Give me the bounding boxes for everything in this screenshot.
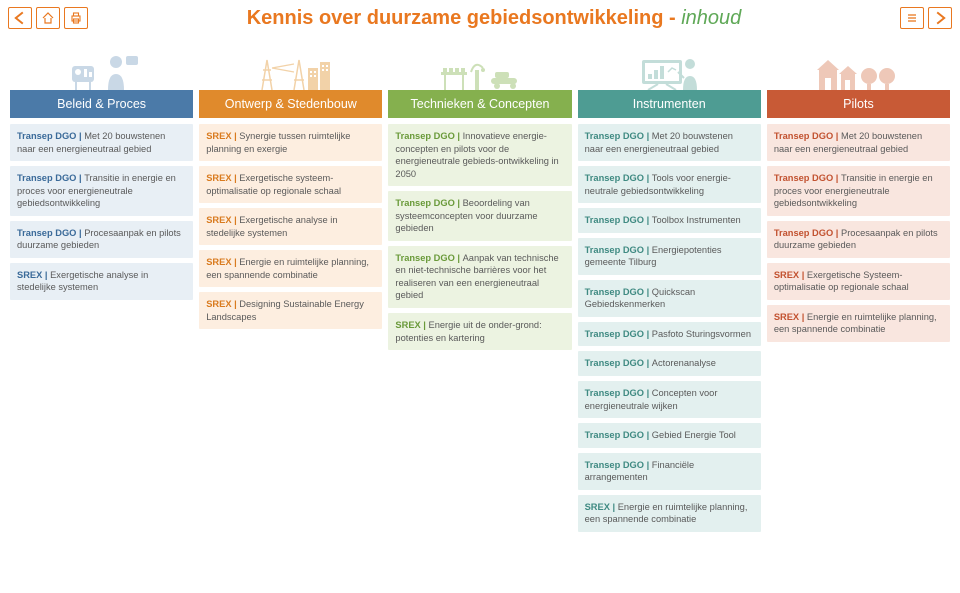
content-card[interactable]: SREX | Exergetische Systeem-optimalisati… — [767, 263, 950, 300]
content-card[interactable]: SREX | Energie en ruimtelijke planning, … — [199, 250, 382, 287]
column-3: Transep DGO | Met 20 bouwstenen naar een… — [578, 124, 761, 532]
column-headers: Beleid & ProcesOntwerp & StedenbouwTechn… — [0, 90, 960, 118]
forward-icon[interactable] — [928, 7, 952, 29]
card-prefix: Transep DGO | — [585, 430, 652, 440]
card-prefix: Transep DGO | — [395, 131, 462, 141]
card-prefix: Transep DGO | — [585, 388, 652, 398]
category-icons — [0, 36, 960, 90]
content-card[interactable]: Transep DGO | Toolbox Instrumenten — [578, 208, 761, 233]
card-prefix: SREX | — [774, 312, 807, 322]
content-grid: Transep DGO | Met 20 bouwstenen naar een… — [0, 118, 960, 532]
content-card[interactable]: SREX | Energie en ruimtelijke planning, … — [767, 305, 950, 342]
title-main: Kennis over duurzame gebiedsontwikkeling… — [247, 7, 682, 29]
card-prefix: SREX | — [206, 299, 239, 309]
nav-right — [900, 7, 952, 29]
technieken-icon — [386, 50, 574, 90]
column-4: Transep DGO | Met 20 bouwstenen naar een… — [767, 124, 950, 342]
column-header-1: Ontwerp & Stedenbouw — [199, 90, 382, 118]
content-card[interactable]: Transep DGO | Quickscan Gebiedskenmerken — [578, 280, 761, 317]
content-card[interactable]: Transep DGO | Beoordeling van systeemcon… — [388, 191, 571, 241]
pilots-icon — [762, 50, 950, 90]
card-text: Pasfoto Sturingsvormen — [652, 329, 751, 339]
card-text: Actorenanalyse — [652, 358, 716, 368]
content-card[interactable]: SREX | Designing Sustainable Energy Land… — [199, 292, 382, 329]
content-card[interactable]: Transep DGO | Met 20 bouwstenen naar een… — [767, 124, 950, 161]
column-header-0: Beleid & Proces — [10, 90, 193, 118]
instrumenten-icon — [574, 50, 762, 90]
content-card[interactable]: Transep DGO | Procesaanpak en pilots duu… — [10, 221, 193, 258]
card-prefix: SREX | — [206, 131, 239, 141]
content-card[interactable]: SREX | Synergie tussen ruimtelijke plann… — [199, 124, 382, 161]
card-prefix: Transep DGO | — [17, 228, 84, 238]
column-header-3: Instrumenten — [578, 90, 761, 118]
card-prefix: Transep DGO | — [17, 173, 84, 183]
nav-left — [8, 7, 88, 29]
card-prefix: SREX | — [395, 320, 428, 330]
column-0: Transep DGO | Met 20 bouwstenen naar een… — [10, 124, 193, 300]
content-card[interactable]: SREX | Energie uit de onder-grond: poten… — [388, 313, 571, 350]
ontwerp-icon — [198, 50, 386, 90]
content-card[interactable]: Transep DGO | Procesaanpak en pilots duu… — [767, 221, 950, 258]
content-card[interactable]: Transep DGO | Actorenanalyse — [578, 351, 761, 376]
content-card[interactable]: Transep DGO | Energiepotenties gemeente … — [578, 238, 761, 275]
menu-icon[interactable] — [900, 7, 924, 29]
card-prefix: Transep DGO | — [395, 198, 462, 208]
card-prefix: SREX | — [774, 270, 807, 280]
card-text: Toolbox Instrumenten — [652, 215, 741, 225]
card-prefix: Transep DGO | — [774, 228, 841, 238]
content-card[interactable]: SREX | Exergetische systeem-optimalisati… — [199, 166, 382, 203]
beleid-icon — [10, 50, 198, 90]
card-prefix: Transep DGO | — [585, 245, 652, 255]
title-sub: inhoud — [681, 7, 741, 29]
card-prefix: Transep DGO | — [395, 253, 462, 263]
column-1: SREX | Synergie tussen ruimtelijke plann… — [199, 124, 382, 329]
content-card[interactable]: Transep DGO | Met 20 bouwstenen naar een… — [10, 124, 193, 161]
card-prefix: SREX | — [585, 502, 618, 512]
card-prefix: Transep DGO | — [17, 131, 84, 141]
content-card[interactable]: Transep DGO | Pasfoto Sturingsvormen — [578, 322, 761, 347]
content-card[interactable]: Transep DGO | Financiële arrangementen — [578, 453, 761, 490]
topbar: Kennis over duurzame gebiedsontwikkeling… — [0, 0, 960, 36]
content-card[interactable]: Transep DGO | Concepten voor energieneut… — [578, 381, 761, 418]
card-prefix: Transep DGO | — [585, 173, 652, 183]
page-title: Kennis over duurzame gebiedsontwikkeling… — [88, 7, 900, 30]
column-2: Transep DGO | Innovatieve energie-concep… — [388, 124, 571, 350]
card-prefix: SREX | — [206, 215, 239, 225]
card-prefix: Transep DGO | — [774, 173, 841, 183]
card-prefix: Transep DGO | — [585, 460, 652, 470]
content-card[interactable]: Transep DGO | Aanpak van technische en n… — [388, 246, 571, 308]
card-prefix: Transep DGO | — [585, 131, 652, 141]
column-header-2: Technieken & Concepten — [388, 90, 571, 118]
column-header-4: Pilots — [767, 90, 950, 118]
content-card[interactable]: SREX | Energie en ruimtelijke planning, … — [578, 495, 761, 532]
card-prefix: Transep DGO | — [585, 329, 652, 339]
card-prefix: Transep DGO | — [585, 358, 652, 368]
card-prefix: SREX | — [206, 173, 239, 183]
content-card[interactable]: Transep DGO | Gebied Energie Tool — [578, 423, 761, 448]
card-prefix: SREX | — [17, 270, 50, 280]
content-card[interactable]: Transep DGO | Met 20 bouwstenen naar een… — [578, 124, 761, 161]
content-card[interactable]: Transep DGO | Tools voor energie-neutral… — [578, 166, 761, 203]
card-prefix: SREX | — [206, 257, 239, 267]
card-prefix: Transep DGO | — [585, 215, 652, 225]
content-card[interactable]: Transep DGO | Innovatieve energie-concep… — [388, 124, 571, 186]
content-card[interactable]: Transep DGO | Transitie in energie en pr… — [767, 166, 950, 216]
card-prefix: Transep DGO | — [585, 287, 652, 297]
content-card[interactable]: Transep DGO | Transitie in energie en pr… — [10, 166, 193, 216]
card-text: Gebied Energie Tool — [652, 430, 736, 440]
content-card[interactable]: SREX | Exergetische analyse in stedelijk… — [10, 263, 193, 300]
print-icon[interactable] — [64, 7, 88, 29]
home-icon[interactable] — [36, 7, 60, 29]
content-card[interactable]: SREX | Exergetische analyse in stedelijk… — [199, 208, 382, 245]
back-icon[interactable] — [8, 7, 32, 29]
card-prefix: Transep DGO | — [774, 131, 841, 141]
